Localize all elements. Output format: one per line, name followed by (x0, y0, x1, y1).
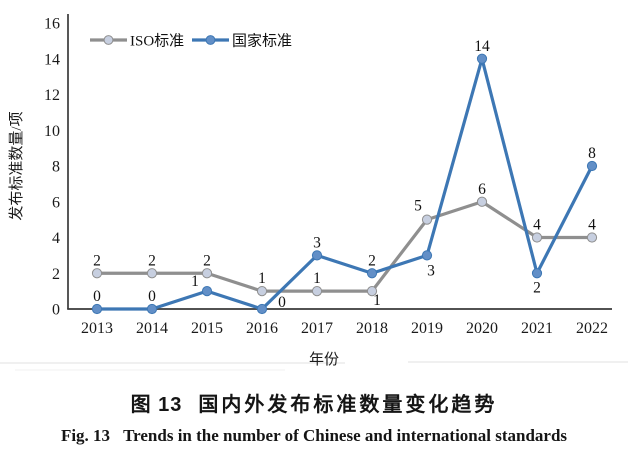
y-axis-tick-label: 0 (52, 302, 60, 319)
data-point-marker (91, 268, 103, 279)
y-axis-tick-label: 2 (52, 266, 60, 283)
data-point-marker (311, 250, 323, 261)
data-label: 2 (533, 279, 541, 296)
data-point-marker (476, 53, 488, 64)
data-point-marker (91, 303, 103, 315)
data-label: 4 (588, 217, 596, 234)
x-axis-tick-label: 2022 (576, 320, 608, 337)
y-axis-tick-label: 6 (52, 194, 60, 211)
data-label: 0 (278, 294, 286, 311)
y-axis-title: 发布标准数量/项 (8, 111, 25, 220)
x-axis-tick-label: 2020 (466, 320, 498, 337)
data-point-marker (531, 232, 543, 243)
data-point-marker (311, 286, 323, 297)
data-label: 0 (148, 288, 156, 305)
data-label: 3 (313, 234, 321, 251)
figure-number-zh: 图 13 (130, 394, 183, 416)
x-axis-tick-label: 2019 (411, 320, 443, 337)
figure-title-en: Trends in the number of Chinese and inte… (123, 426, 568, 445)
legend-marker (205, 35, 216, 45)
data-label: 0 (93, 288, 101, 305)
legend-label: ISO标准 (130, 33, 184, 50)
series-line (97, 57, 594, 311)
data-point-marker (476, 196, 488, 207)
figure-title-zh: 国内外发布标准数量变化趋势 (198, 394, 498, 416)
x-axis-tick-label: 2017 (301, 320, 333, 337)
legend-label: 国家标准 (232, 33, 292, 50)
data-label: 2 (368, 252, 376, 269)
data-point-marker (146, 268, 158, 279)
x-axis-tick-label: 2016 (246, 320, 278, 337)
data-point-marker (421, 214, 433, 225)
y-axis-tick-label: 14 (44, 51, 60, 68)
x-axis-title: 年份 (309, 351, 339, 368)
data-point-marker (201, 286, 213, 297)
data-label: 2 (148, 252, 156, 269)
data-label: 1 (191, 273, 199, 290)
data-label: 1 (373, 292, 381, 309)
data-point-marker (531, 268, 543, 279)
data-point-marker (256, 286, 268, 297)
data-point-marker (586, 232, 598, 243)
x-axis-tick-label: 2021 (521, 320, 553, 337)
data-point-marker (421, 250, 433, 261)
x-axis-tick-label: 2018 (356, 320, 388, 337)
y-axis-tick-label: 16 (44, 16, 60, 33)
figure-caption-zh: 图 13 国内外发布标准数量变化趋势 (0, 388, 628, 417)
data-point-marker (366, 268, 378, 279)
data-label: 14 (474, 38, 490, 55)
data-label: 1 (258, 270, 266, 287)
data-point-marker (366, 286, 378, 297)
data-label: 2 (93, 252, 101, 269)
y-axis-tick-label: 8 (52, 159, 60, 176)
data-point-marker (586, 160, 598, 172)
data-label: 6 (478, 181, 486, 198)
data-label: 2 (203, 252, 211, 269)
data-label: 8 (588, 145, 596, 162)
legend-marker (103, 35, 114, 45)
y-axis-tick-label: 4 (52, 230, 60, 247)
data-label: 3 (427, 262, 435, 279)
x-axis-tick-label: 2014 (136, 320, 168, 337)
figure-caption-en: Fig. 13 Trends in the number of Chinese a… (0, 426, 628, 446)
x-axis-tick-label: 2013 (81, 320, 113, 337)
data-label: 1 (313, 270, 321, 287)
data-label: 5 (414, 198, 422, 215)
y-axis-tick-label: 12 (44, 87, 60, 104)
x-axis-tick-label: 2015 (191, 320, 223, 337)
data-label: 4 (533, 217, 541, 234)
series-line (97, 200, 592, 293)
y-axis-tick-label: 10 (44, 123, 60, 140)
data-point-marker (146, 303, 158, 315)
figure-number-en: Fig. 13 (60, 426, 111, 445)
data-point-marker (256, 303, 268, 315)
data-point-marker (201, 268, 213, 279)
